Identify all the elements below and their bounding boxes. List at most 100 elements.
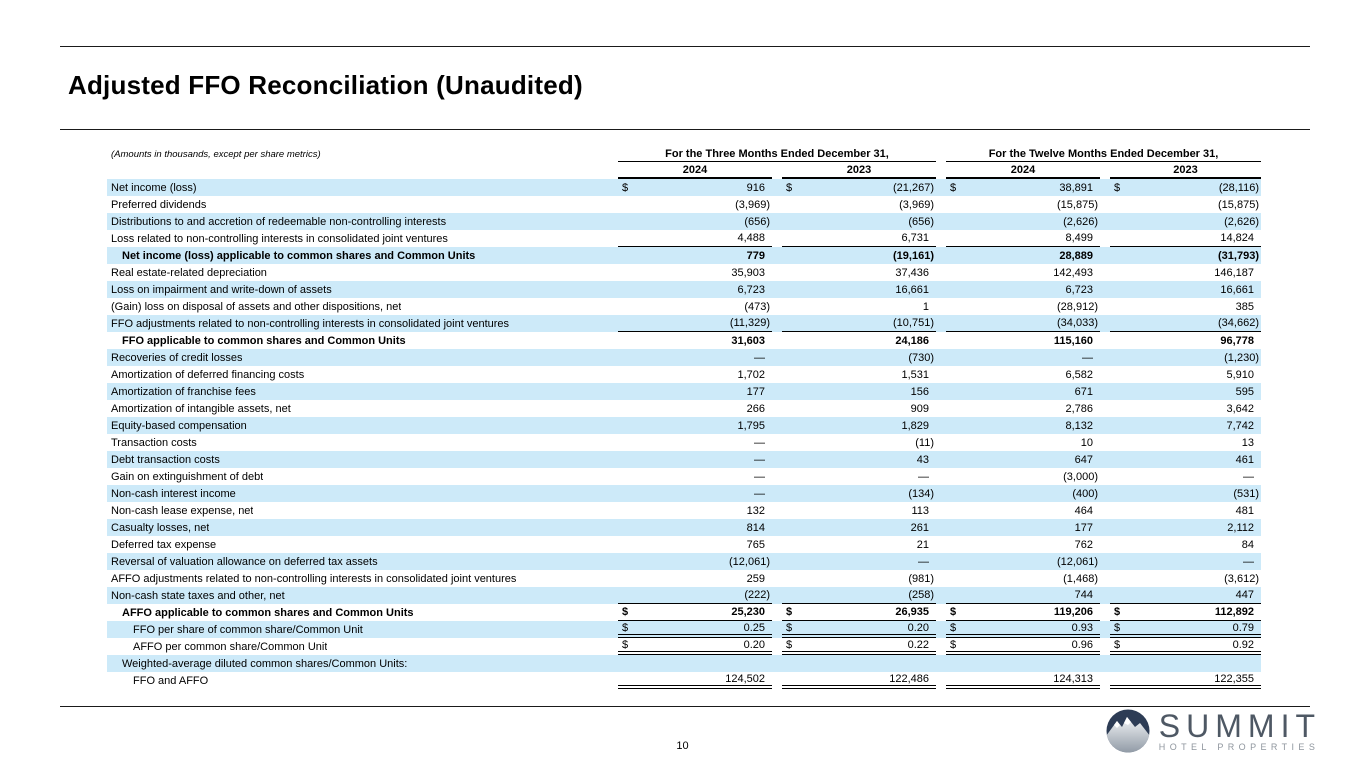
- value-3mo-2023: 909: [910, 402, 929, 415]
- row-label: FFO adjustments related to non-controlli…: [111, 317, 510, 330]
- table-row: Loss on impairment and write-down of ass…: [107, 281, 1261, 298]
- value-12mo-2023: 447: [1110, 587, 1261, 604]
- value-12mo-2023: 16,661: [1220, 283, 1254, 296]
- value-3mo-2024: 124,502: [618, 672, 772, 689]
- value-3mo-2024: 6,723: [737, 283, 765, 296]
- value-3mo-2023: $0.22: [782, 638, 936, 655]
- table-row: Weighted-average diluted common shares/C…: [107, 655, 1261, 672]
- value-12mo-2024: (3,000): [1063, 470, 1098, 483]
- dollar-sign: $: [1114, 638, 1121, 651]
- value-12mo-2024: $38,891: [946, 179, 1100, 196]
- value-3mo-2023: 1,531: [901, 368, 929, 381]
- value-12mo-2023: (531): [1233, 487, 1259, 500]
- value-3mo-2024: (222): [618, 587, 772, 604]
- table-row: (Gain) loss on disposal of assets and ot…: [107, 298, 1261, 315]
- value-3mo-2024: (11,329): [618, 315, 772, 332]
- table-row: Real estate-related depreciation 35,903 …: [107, 264, 1261, 281]
- dollar-sign: $: [622, 181, 629, 194]
- value-3mo-2023: 37,436: [895, 266, 929, 279]
- year-header-3mo-2023: 2023: [782, 164, 936, 179]
- top-divider-line: [60, 46, 1310, 47]
- value-12mo-2023: (31,793): [1218, 249, 1259, 262]
- table-row: Debt transaction costs — 43 647 461: [107, 451, 1261, 468]
- table-row: Distributions to and accretion of redeem…: [107, 213, 1261, 230]
- table-row: Transaction costs — (11) 10 13: [107, 434, 1261, 451]
- value-12mo-2023: $0.79: [1110, 621, 1261, 638]
- value-12mo-2023: 595: [1235, 385, 1254, 398]
- value-3mo-2024: —: [754, 436, 765, 449]
- value-12mo-2023: 96,778: [1220, 334, 1254, 347]
- row-label: AFFO applicable to common shares and Com…: [122, 606, 414, 619]
- group-header-three-months: For the Three Months Ended December 31,: [618, 148, 936, 162]
- dollar-sign: $: [1114, 181, 1121, 194]
- value-3mo-2024: 765: [746, 538, 765, 551]
- group-header-twelve-months: For the Twelve Months Ended December 31,: [946, 148, 1261, 162]
- row-label: Amortization of deferred financing costs: [111, 368, 305, 381]
- row-label: FFO and AFFO: [133, 674, 209, 687]
- value-3mo-2024: 259: [746, 572, 765, 585]
- value-3mo-2023: (730): [908, 351, 934, 364]
- value-3mo-2023: (134): [908, 487, 934, 500]
- row-label: Gain on extinguishment of debt: [111, 470, 264, 483]
- table-row: Loss related to non-controlling interest…: [107, 230, 1261, 247]
- value-3mo-2024: (3,969): [735, 198, 770, 211]
- table-row: Amortization of franchise fees 177 156 6…: [107, 383, 1261, 400]
- value-12mo-2023: (34,662): [1110, 315, 1261, 332]
- row-label: FFO per share of common share/Common Uni…: [133, 623, 363, 636]
- table-row: FFO and AFFO 124,502 122,486 124,313 122…: [107, 672, 1261, 689]
- page-title: Adjusted FFO Reconciliation (Unaudited): [68, 70, 583, 100]
- table-row: Preferred dividends (3,969) (3,969) (15,…: [107, 196, 1261, 213]
- value-12mo-2023: 5,910: [1226, 368, 1254, 381]
- row-label: AFFO adjustments related to non-controll…: [111, 572, 517, 585]
- value-3mo-2024: —: [754, 351, 765, 364]
- value-12mo-2023: 146,187: [1214, 266, 1254, 279]
- dollar-sign: $: [622, 638, 629, 651]
- value-3mo-2024: 266: [746, 402, 765, 415]
- table-row: Non-cash lease expense, net 132 113 464 …: [107, 502, 1261, 519]
- table-row: Equity-based compensation 1,795 1,829 8,…: [107, 417, 1261, 434]
- table-row: Non-cash state taxes and other, net (222…: [107, 587, 1261, 604]
- dollar-sign: $: [950, 606, 957, 618]
- value-12mo-2023: 481: [1235, 504, 1254, 517]
- table-row: Amortization of intangible assets, net 2…: [107, 400, 1261, 417]
- year-header-3mo-2024: 2024: [618, 164, 772, 179]
- row-label: Reversal of valuation allowance on defer…: [111, 555, 378, 568]
- value-12mo-2023: 2,112: [1227, 521, 1254, 534]
- value-12mo-2023: (3,612): [1224, 572, 1259, 585]
- value-3mo-2023: 16,661: [895, 283, 929, 296]
- value-3mo-2024: —: [754, 453, 765, 466]
- value-12mo-2024: 124,313: [946, 672, 1100, 689]
- value-3mo-2023: 24,186: [895, 334, 929, 347]
- value-3mo-2023: (258): [782, 587, 936, 604]
- logo-name: SUMMIT: [1158, 707, 1321, 744]
- company-logo: SUMMIT HOTEL PROPERTIES: [1105, 708, 1321, 754]
- row-label: Casualty losses, net: [111, 521, 210, 534]
- value-3mo-2023: (19,161): [893, 249, 934, 262]
- dollar-sign: $: [1114, 606, 1121, 618]
- value-3mo-2024: (473): [744, 300, 770, 313]
- value-12mo-2024: 2,786: [1065, 402, 1093, 415]
- value-12mo-2023: (2,626): [1224, 215, 1259, 228]
- row-label: Distributions to and accretion of redeem…: [111, 215, 447, 228]
- table-row: AFFO adjustments related to non-controll…: [107, 570, 1261, 587]
- value-12mo-2023: 3,642: [1226, 402, 1254, 415]
- dollar-sign: $: [622, 606, 629, 618]
- value-3mo-2023: 1: [922, 300, 929, 313]
- value-12mo-2024: 6,723: [1065, 283, 1093, 296]
- value-3mo-2024: 177: [746, 385, 765, 398]
- value-3mo-2024: 814: [746, 521, 765, 534]
- value-12mo-2024: $119,206: [946, 604, 1100, 621]
- value-12mo-2024: 8,132: [1065, 419, 1093, 432]
- value-12mo-2023: 7,742: [1226, 419, 1254, 432]
- value-12mo-2023: 461: [1235, 453, 1254, 466]
- table-row: AFFO per common share/Common Unit $0.20 …: [107, 638, 1261, 655]
- table-row: Net income (loss) $916 $ (21,267) $38,891…: [107, 179, 1261, 196]
- dollar-sign: $: [950, 638, 957, 651]
- value-3mo-2023: $26,935: [782, 604, 936, 621]
- table-year-header-row: 2024 2023 2024 2023: [107, 162, 1261, 179]
- value-12mo-2024: (28,912): [1057, 300, 1098, 313]
- row-label: AFFO per common share/Common Unit: [133, 640, 328, 653]
- row-label: Preferred dividends: [111, 198, 207, 211]
- table-group-header-row: (Amounts in thousands, except per share …: [107, 144, 1261, 162]
- row-label: Non-cash interest income: [111, 487, 236, 500]
